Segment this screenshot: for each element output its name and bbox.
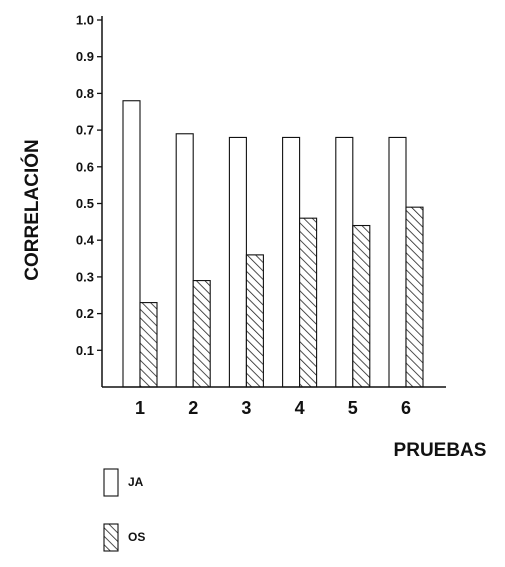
x-tick-label: 1 xyxy=(135,398,145,418)
y-tick-label: 0.9 xyxy=(76,49,94,64)
legend-swatch-os xyxy=(103,523,119,552)
bar-os-4 xyxy=(299,217,318,388)
y-tick-label: 0.1 xyxy=(76,343,94,358)
x-tick-label: 6 xyxy=(401,398,411,418)
legend-swatch-ja xyxy=(103,468,119,497)
y-tick-label: 0.4 xyxy=(76,233,95,248)
y-tick-label: 0.5 xyxy=(76,196,94,211)
legend: JA OS xyxy=(103,468,145,552)
y-tick-label: 1.0 xyxy=(76,13,94,28)
bar-os-1 xyxy=(139,302,158,388)
y-axis: 0.1 0.2 0.3 0.4 0.5 0.6 0.7 0.8 0.9 1.0 xyxy=(76,13,103,387)
y-tick-label: 0.2 xyxy=(76,306,94,321)
x-axis-title: PRUEBAS xyxy=(394,440,487,461)
bar-ja-2 xyxy=(175,133,194,388)
bar-os-3 xyxy=(245,254,264,388)
y-tick-label: 0.6 xyxy=(76,159,94,174)
bar-os-6 xyxy=(405,206,424,388)
x-tick-label: 4 xyxy=(295,398,305,418)
bar-ja-4 xyxy=(282,136,301,388)
bar-ja-3 xyxy=(228,136,247,388)
y-tick-label: 0.3 xyxy=(76,269,94,284)
x-axis: 1 2 3 4 5 6 xyxy=(102,386,446,418)
y-axis-title: CORRELACIÓN xyxy=(21,139,43,280)
bar-ja-6 xyxy=(388,136,407,388)
x-tick-label: 2 xyxy=(188,398,198,418)
legend-label-os: OS xyxy=(128,530,145,544)
bar-ja-1 xyxy=(122,100,141,388)
bars xyxy=(122,100,424,388)
y-tick-label: 0.8 xyxy=(76,86,94,101)
bar-os-2 xyxy=(192,280,211,388)
y-tick-label: 0.7 xyxy=(76,123,94,138)
legend-label-ja: JA xyxy=(128,475,144,489)
bar-os-5 xyxy=(352,224,371,388)
bar-ja-5 xyxy=(335,136,354,388)
x-tick-label: 3 xyxy=(241,398,251,418)
x-tick-label: 5 xyxy=(348,398,358,418)
